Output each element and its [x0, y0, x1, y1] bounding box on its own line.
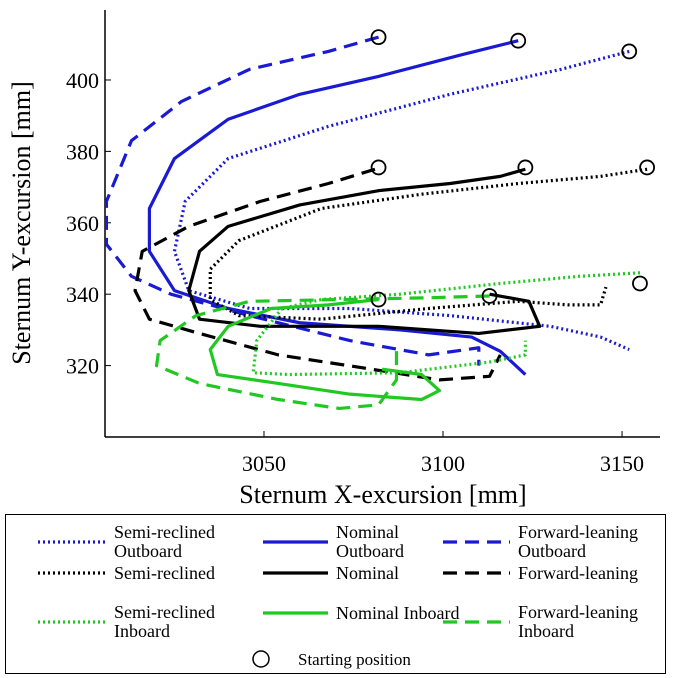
- legend-entry: Nominal Outboard: [261, 523, 466, 561]
- start-marker: [639, 159, 656, 176]
- legend-swatch: [38, 620, 106, 624]
- legend-entry: Semi-reclined Inboard: [36, 603, 244, 641]
- legend-entry: Nominal Inboard: [261, 603, 466, 623]
- legend-entry: Forward-leaning Inboard: [441, 603, 648, 641]
- series-line: [147, 39, 527, 376]
- legend-entry: Starting position: [246, 649, 411, 669]
- legend-label: Forward-leaning: [518, 562, 638, 583]
- legend-label: Nominal: [336, 562, 399, 583]
- legend-swatch: [443, 540, 510, 544]
- legend-label: Semi-reclined Inboard: [114, 602, 215, 641]
- legend-entry: Forward-leaning Outboard: [441, 523, 648, 561]
- series-line: [105, 35, 481, 366]
- legend-entry: Semi-reclined Outboard: [36, 523, 244, 561]
- legend-swatch: [263, 540, 328, 544]
- start-marker: [370, 291, 387, 308]
- start-marker: [517, 159, 534, 176]
- legend-label: Semi-reclined: [114, 562, 215, 583]
- series-line: [187, 167, 542, 336]
- start-marker: [632, 275, 648, 292]
- legend-entry: Nominal: [261, 563, 466, 583]
- y-tick-label: 380: [66, 139, 99, 164]
- y-tick-label: 320: [66, 354, 99, 379]
- series-line: [172, 49, 630, 351]
- start-marker: [621, 43, 638, 60]
- series-line: [208, 297, 442, 402]
- x-axis-label: Sternum X-excursion [mm]: [239, 480, 526, 509]
- y-tick-label: 400: [66, 68, 99, 93]
- y-tick-label: 360: [66, 211, 99, 236]
- x-tick-label: 3150: [600, 451, 644, 476]
- series-line: [133, 167, 502, 382]
- y-tick-label: 340: [66, 282, 99, 307]
- legend-label: Starting position: [298, 649, 411, 669]
- x-tick-label: 3100: [421, 451, 465, 476]
- legend: Semi-reclined Outboard Nominal Outboard Fo…: [5, 514, 666, 674]
- series-line: [208, 167, 648, 321]
- y-axis-label: Sternum Y-excursion [mm]: [7, 81, 36, 365]
- legend-label: Nominal Inboard: [336, 602, 460, 623]
- legend-label: Forward-leaning Inboard: [518, 602, 638, 641]
- legend-swatch: [443, 620, 510, 624]
- x-tick-label: 3050: [242, 451, 286, 476]
- legend-swatch: [263, 571, 328, 575]
- start-marker: [481, 288, 498, 304]
- series-line: [251, 271, 641, 377]
- legend-swatch: [38, 540, 106, 544]
- legend-marker: [252, 650, 270, 668]
- legend-entry: Forward-leaning: [441, 563, 648, 583]
- legend-label: Semi-reclined Outboard: [114, 522, 215, 561]
- legend-swatch: [38, 571, 106, 575]
- legend-label: Nominal Outboard: [336, 522, 404, 561]
- legend-swatch: [252, 650, 270, 668]
- legend-label: Forward-leaning Outboard: [518, 522, 638, 561]
- legend-swatch: [263, 611, 328, 615]
- series-line: [154, 294, 490, 411]
- start-marker: [370, 159, 387, 176]
- start-marker: [370, 29, 387, 46]
- legend-entry: Semi-reclined: [36, 563, 244, 583]
- chart: Sternum X-excursion [mm] Sternum Y-excur…: [7, 10, 660, 509]
- legend-swatch: [443, 571, 510, 575]
- start-marker: [510, 32, 527, 49]
